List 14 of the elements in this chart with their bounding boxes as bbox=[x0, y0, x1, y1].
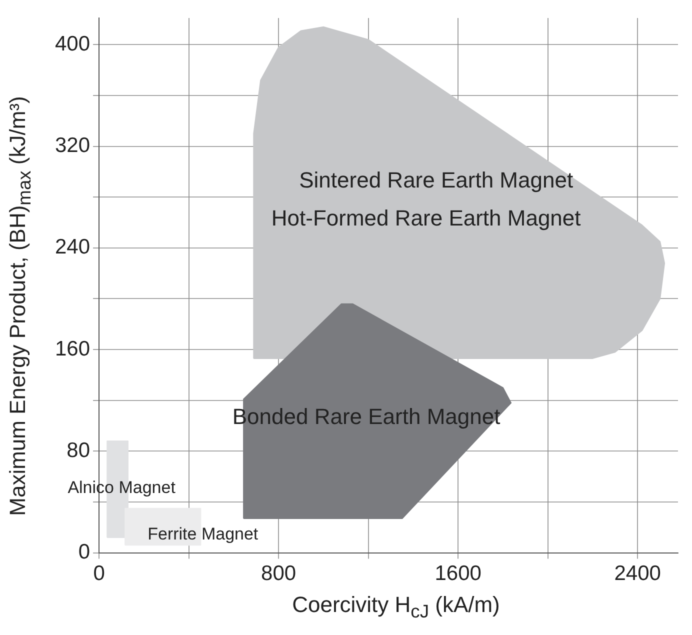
y-tick-label: 160 bbox=[54, 337, 90, 360]
y-tick-label: 240 bbox=[54, 236, 90, 259]
x-axis-title: Coercivity H$_{cJ}$ (kA/m) bbox=[291, 592, 501, 622]
y-tick-label: 400 bbox=[54, 32, 90, 56]
y-tick-label: 80 bbox=[66, 438, 90, 462]
x-tick-label: 0 bbox=[93, 562, 105, 586]
series-label: Sintered Rare Earth Magnet bbox=[299, 168, 574, 193]
y-tick-label: 0 bbox=[78, 540, 90, 564]
annotation: Hot-Formed Rare Earth Magnet bbox=[271, 206, 581, 231]
y-tick-label: 320 bbox=[54, 134, 90, 158]
x-tick-label: 2400 bbox=[614, 562, 661, 586]
x-tick-label: 1600 bbox=[434, 562, 482, 586]
x-tick-label: 800 bbox=[261, 562, 296, 586]
series-label: Ferrite Magnet bbox=[148, 524, 258, 544]
